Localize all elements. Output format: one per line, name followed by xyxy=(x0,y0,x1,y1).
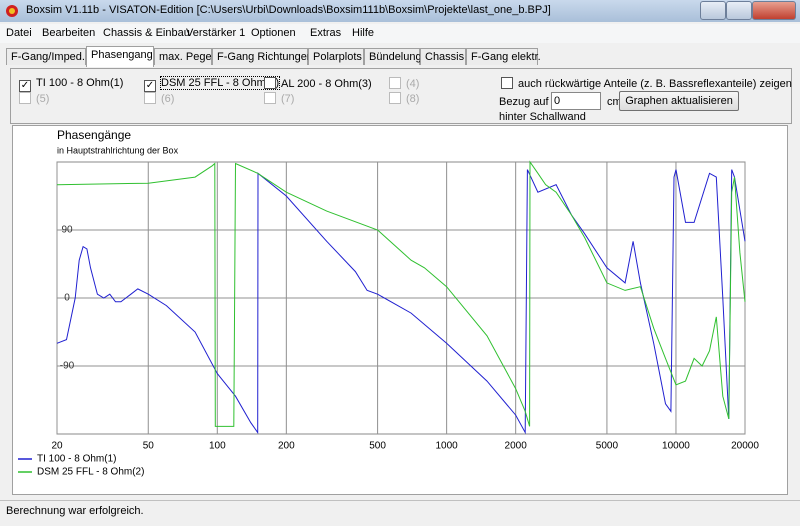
phase-line xyxy=(56,160,746,427)
options-panel: auch rückwärtige Anteile (z. B. Bassrefl… xyxy=(10,68,792,124)
close-button[interactable] xyxy=(752,1,796,20)
menu-item[interactable]: Chassis & Einbau xyxy=(103,27,190,39)
checkbox-label: TI 100 - 8 Ohm(1) xyxy=(36,77,124,89)
legend-label: TI 100 - 8 Ohm(1) xyxy=(37,454,116,465)
ref-input[interactable]: 0 xyxy=(551,92,601,110)
tab[interactable]: Polarplots xyxy=(308,48,364,65)
rear-label: auch rückwärtige Anteile (z. B. Bassrefl… xyxy=(518,78,792,90)
menu-item[interactable]: Datei xyxy=(6,27,32,39)
chart-title: Phasengänge xyxy=(57,128,131,142)
checkbox-box xyxy=(144,92,156,104)
driver-checkbox[interactable]: AL 200 - 8 Ohm(3) xyxy=(264,77,372,90)
x-tick-label: 50 xyxy=(143,441,155,452)
driver-checkbox: (6) xyxy=(144,92,174,105)
tab[interactable]: F-Gang elektr. xyxy=(466,48,541,65)
x-tick-label: 1000 xyxy=(436,441,459,452)
maximize-button[interactable] xyxy=(726,1,752,20)
status-text: Berechnung war erfolgreich. xyxy=(6,505,144,517)
menu-item[interactable]: Verstärker 1 xyxy=(186,27,246,39)
y-tick-label: -90 xyxy=(60,361,75,372)
x-tick-label: 20000 xyxy=(731,441,759,452)
window-title: Boxsim V1.11b - VISATON-Edition [C:\User… xyxy=(26,4,551,16)
menu-item[interactable]: Extras xyxy=(310,27,342,39)
checkbox-label: (7) xyxy=(281,93,295,105)
checkbox-label: (4) xyxy=(406,78,420,90)
tab[interactable]: Chassis xyxy=(420,48,466,65)
checkbox-label: (5) xyxy=(36,93,50,105)
menu-item[interactable]: Bearbeiten xyxy=(42,27,96,39)
checkbox-box: ✓ xyxy=(19,80,31,92)
ref-suffix: hinter Schallwand xyxy=(499,111,586,123)
checkbox-label: (8) xyxy=(406,93,420,105)
ref-label: Bezug auf xyxy=(499,96,549,108)
x-tick-label: 2000 xyxy=(505,441,528,452)
minimize-button[interactable] xyxy=(700,1,726,20)
chart-subtitle: in Hauptstrahlrichtung der Box xyxy=(57,145,179,155)
legend-label: DSM 25 FFL - 8 Ohm(2) xyxy=(37,467,144,478)
x-tick-label: 500 xyxy=(369,441,386,452)
driver-checkbox: (4) xyxy=(389,77,419,90)
tab[interactable]: F-Gang/Imped. xyxy=(6,48,86,65)
tab[interactable]: max. Pegel xyxy=(154,48,214,65)
checkbox-label: DSM 25 FFL - 8 Ohm(2) xyxy=(159,76,281,90)
driver-checkbox[interactable]: ✓ TI 100 - 8 Ohm(1) xyxy=(19,77,123,92)
app-icon xyxy=(6,5,18,17)
checkbox-box: ✓ xyxy=(144,80,156,92)
driver-checkbox: (8) xyxy=(389,92,419,105)
y-tick-label: 0 xyxy=(64,293,70,304)
rear-checkbox[interactable]: auch rückwärtige Anteile (z. B. Bassrefl… xyxy=(501,77,792,90)
menu-bar: Datei Bearbeiten Chassis & Einbau Verstärke… xyxy=(0,24,800,43)
checkbox-label: AL 200 - 8 Ohm(3) xyxy=(281,78,372,90)
checkbox-label: (6) xyxy=(161,93,175,105)
update-button[interactable]: Graphen aktualisieren xyxy=(619,91,739,111)
checkbox-box xyxy=(264,77,276,89)
driver-checkbox[interactable]: ✓ DSM 25 FFL - 8 Ohm(2) xyxy=(144,76,281,92)
x-tick-label: 200 xyxy=(278,441,295,452)
tab[interactable]: Phasengang xyxy=(86,46,154,67)
checkbox-box xyxy=(19,92,31,104)
title-bar: Boxsim V1.11b - VISATON-Edition [C:\User… xyxy=(0,0,800,22)
checkbox-box xyxy=(264,92,276,104)
x-tick-label: 100 xyxy=(209,441,226,452)
tab[interactable]: F-Gang Richtungen xyxy=(212,48,313,65)
status-bar: Berechnung war erfolgreich. xyxy=(0,500,800,521)
x-tick-label: 5000 xyxy=(596,441,619,452)
menu-item[interactable]: Hilfe xyxy=(352,27,375,39)
x-tick-label: 20 xyxy=(51,441,63,452)
y-tick-label: 90 xyxy=(61,225,73,236)
tab[interactable]: Bündelung xyxy=(364,48,422,65)
driver-checkbox: (7) xyxy=(264,92,294,105)
checkbox-box xyxy=(389,77,401,89)
chart-panel xyxy=(12,125,788,495)
ref-unit: cm xyxy=(607,96,622,108)
menu-item[interactable]: Optionen xyxy=(251,27,296,39)
phase-line xyxy=(56,169,746,435)
x-tick-label: 10000 xyxy=(662,441,690,452)
driver-checkbox: (5) xyxy=(19,92,49,105)
checkbox-box xyxy=(389,92,401,104)
